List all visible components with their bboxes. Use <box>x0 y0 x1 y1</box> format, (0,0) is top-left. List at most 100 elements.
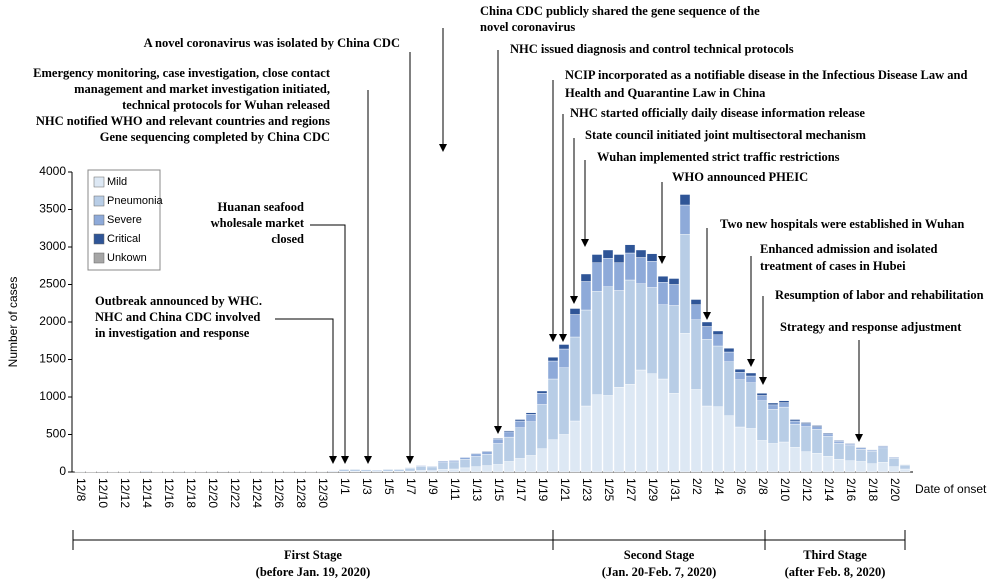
bar-segment <box>613 387 625 473</box>
bar-segment <box>690 304 702 320</box>
bar-segment <box>734 426 746 473</box>
bar-segment <box>789 420 801 425</box>
bar-segment <box>470 453 482 457</box>
bar-segment <box>426 470 438 473</box>
bar-segment <box>888 466 900 473</box>
annotation: in investigation and response <box>95 326 250 340</box>
annotation-arrow <box>275 318 337 464</box>
annotation: Resumption of labor and rehabilitation <box>775 288 984 302</box>
bar-segment <box>789 424 801 448</box>
annotation: State council initiated joint multisecto… <box>585 128 866 142</box>
bar-segment <box>668 393 680 473</box>
bar-segment <box>734 369 746 373</box>
bar-segment <box>536 390 548 394</box>
bar-segment <box>745 375 757 383</box>
bar-segment <box>492 438 504 440</box>
x-tick-label: 12/22 <box>228 478 242 508</box>
bar-segment <box>503 430 515 433</box>
bar-segment <box>536 393 548 405</box>
y-tick-label: 1500 <box>39 352 66 366</box>
stage-name: Second Stage <box>624 548 695 562</box>
bar-segment <box>800 426 812 452</box>
x-tick-label: 2/16 <box>844 478 858 502</box>
bar-segment <box>624 252 636 281</box>
bar-segment <box>404 468 416 472</box>
bar-segment <box>800 422 812 424</box>
bar-segment <box>756 400 768 441</box>
bar-segment <box>877 445 889 447</box>
bar-segment <box>558 348 570 368</box>
bar-segment <box>635 249 647 258</box>
annotation: closed <box>271 232 304 246</box>
x-tick-label: 2/20 <box>888 478 902 502</box>
bar-segment <box>877 462 889 473</box>
legend-label: Critical <box>107 233 141 245</box>
stage-name: First Stage <box>284 548 342 562</box>
bar-segment <box>591 262 603 292</box>
bar-segment <box>459 467 471 473</box>
bar-segment <box>360 469 372 472</box>
x-tick-label: 12/28 <box>294 478 308 508</box>
x-tick-label: 1/1 <box>338 478 352 495</box>
bar-segment <box>580 281 592 311</box>
x-tick-label: 1/19 <box>536 478 550 502</box>
stage-name: Third Stage <box>803 548 867 562</box>
bar-segment <box>844 460 856 473</box>
x-tick-label: 12/10 <box>96 478 110 508</box>
x-tick-label: 1/7 <box>404 478 418 495</box>
annotation: Health and Quarantine Law in China <box>565 86 766 100</box>
annotation: NHC issued diagnosis and control technic… <box>510 42 794 56</box>
legend-swatch <box>93 214 105 226</box>
legend-label: Unkown <box>107 252 147 264</box>
bar-segment <box>635 257 647 284</box>
x-tick-label: 12/20 <box>206 478 220 508</box>
bar-segment <box>712 406 724 473</box>
bar-segment <box>481 465 493 473</box>
bar-segment <box>481 450 493 452</box>
bar-segment <box>855 449 867 462</box>
bar-segment <box>525 455 537 473</box>
x-tick-label: 2/10 <box>778 478 792 502</box>
bar-segment <box>481 454 493 466</box>
x-tick-label: 12/8 <box>74 478 88 502</box>
bar-segment <box>525 412 537 415</box>
bar-segment <box>844 443 856 446</box>
x-tick-label: 1/3 <box>360 478 374 495</box>
bar-segment <box>822 432 834 435</box>
bar-segment <box>778 402 790 408</box>
bar-segment <box>624 244 636 254</box>
bar-segment <box>547 357 559 362</box>
bar-segment <box>811 429 823 454</box>
y-tick-label: 2500 <box>39 277 66 291</box>
bar-segment <box>844 443 856 445</box>
bar-segment <box>811 426 823 430</box>
bar-segment <box>789 419 801 422</box>
bar-segment <box>767 404 779 410</box>
annotation: NHC started officially daily disease inf… <box>570 106 865 120</box>
annotation: Enhanced admission and isolated <box>760 242 938 256</box>
bar-segment <box>679 194 691 206</box>
bar-segment <box>591 291 603 395</box>
bar-segment <box>448 460 460 463</box>
bar-segment <box>778 406 790 443</box>
bar-segment <box>613 254 625 263</box>
bar-segment <box>503 431 515 438</box>
bar-segment <box>723 351 735 362</box>
bar-segment <box>437 460 449 463</box>
bar-segment <box>690 389 702 473</box>
bar-segment <box>547 439 559 473</box>
legend-swatch <box>93 195 105 207</box>
bar-segment <box>448 468 460 473</box>
bar-segment <box>701 326 713 340</box>
bar-segment <box>514 420 526 428</box>
bar-segment <box>833 459 845 473</box>
legend-label: Mild <box>107 176 127 188</box>
bar-segment <box>536 404 548 449</box>
legend-label: Pneumonia <box>107 195 164 207</box>
annotation: management and market investigation init… <box>74 82 330 96</box>
bar-segment <box>613 290 625 388</box>
x-tick-label: 2/2 <box>690 478 704 495</box>
x-tick-label: 1/29 <box>646 478 660 502</box>
legend-swatch <box>93 176 105 188</box>
